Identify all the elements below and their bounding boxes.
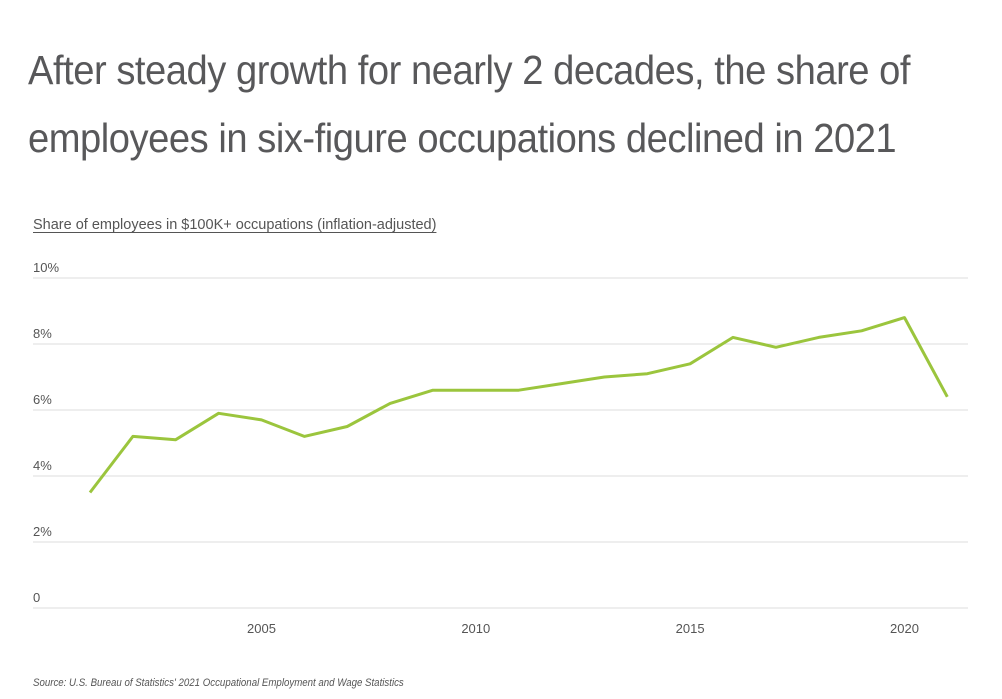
x-tick-label: 2020 xyxy=(890,621,919,636)
y-axis-tick-labels: 0 2% 4% 6% 8% 10% xyxy=(33,260,59,605)
x-tick-label: 2015 xyxy=(676,621,705,636)
chart-subtitle: Share of employees in $100K+ occupations… xyxy=(33,217,437,233)
chart-title: After steady growth for nearly 2 decades… xyxy=(28,47,911,161)
series-lines xyxy=(88,316,949,494)
x-tick-label: 2005 xyxy=(247,621,276,636)
gridlines xyxy=(33,277,968,609)
series-line xyxy=(88,316,949,494)
y-tick-label: 0 xyxy=(33,590,40,605)
source-note: Source: U.S. Bureau of Statistics' 2021 … xyxy=(33,677,404,689)
y-tick-label: 8% xyxy=(33,326,52,341)
y-tick-label: 10% xyxy=(33,260,59,275)
x-axis-tick-labels: 2005 2010 2015 2020 xyxy=(247,621,919,636)
y-tick-label: 6% xyxy=(33,392,52,407)
y-tick-label: 4% xyxy=(33,458,52,473)
x-tick-label: 2010 xyxy=(461,621,490,636)
y-tick-label: 2% xyxy=(33,524,52,539)
